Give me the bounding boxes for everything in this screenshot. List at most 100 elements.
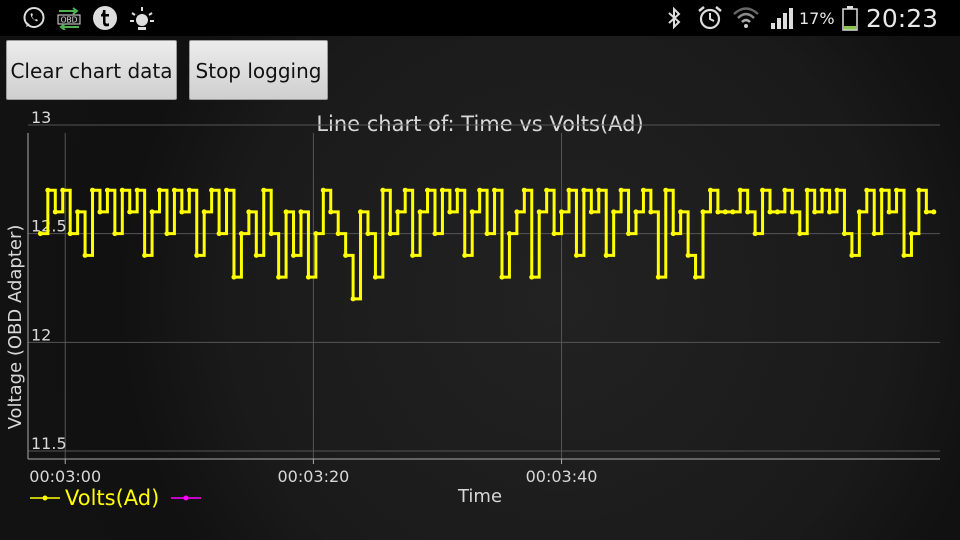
data-point xyxy=(931,209,937,215)
data-point xyxy=(849,252,855,258)
chart-series xyxy=(37,187,937,302)
wifi-icon xyxy=(732,6,760,30)
data-point xyxy=(149,209,155,215)
data-point xyxy=(819,187,825,193)
data-point xyxy=(559,209,565,215)
data-point xyxy=(402,187,408,193)
data-point xyxy=(67,231,73,237)
x-tick-label: 00:03:40 xyxy=(526,467,598,486)
legend-label-volts: Volts(Ad) xyxy=(65,486,159,510)
data-point xyxy=(75,209,81,215)
data-point xyxy=(283,209,289,215)
data-point xyxy=(923,209,929,215)
data-point xyxy=(60,187,66,193)
data-point xyxy=(157,187,163,193)
data-point xyxy=(97,209,103,215)
data-point xyxy=(37,231,43,237)
data-point xyxy=(447,209,453,215)
clear-chart-data-button[interactable]: Clear chart data xyxy=(6,40,177,100)
legend-marker-series-2 xyxy=(183,495,189,501)
data-point xyxy=(834,187,840,193)
stop-logging-button[interactable]: Stop logging xyxy=(189,40,328,100)
data-point xyxy=(752,231,758,237)
data-point xyxy=(425,187,431,193)
data-point xyxy=(626,231,632,237)
data-point xyxy=(894,187,900,193)
data-point xyxy=(462,252,468,258)
data-point xyxy=(439,187,445,193)
data-point xyxy=(767,209,773,215)
signal-icon xyxy=(768,6,796,30)
data-point xyxy=(224,187,230,193)
data-point xyxy=(655,274,661,280)
data-point xyxy=(715,209,721,215)
data-point xyxy=(104,187,110,193)
data-point xyxy=(246,209,252,215)
data-point xyxy=(142,252,148,258)
data-point xyxy=(291,252,297,258)
data-point xyxy=(544,187,550,193)
data-point xyxy=(276,274,282,280)
data-point xyxy=(618,187,624,193)
data-point xyxy=(596,187,602,193)
data-point xyxy=(514,209,520,215)
data-point xyxy=(186,187,192,193)
data-point xyxy=(611,209,617,215)
data-point xyxy=(261,187,267,193)
data-point xyxy=(737,187,743,193)
data-point xyxy=(871,231,877,237)
data-point xyxy=(209,187,215,193)
battery-icon xyxy=(840,6,860,31)
chart-axes xyxy=(27,133,940,464)
data-point xyxy=(648,209,654,215)
data-point xyxy=(700,209,706,215)
data-point xyxy=(395,209,401,215)
data-point xyxy=(693,274,699,280)
whatsapp-icon xyxy=(22,6,46,30)
data-point xyxy=(812,209,818,215)
chart-grid xyxy=(28,124,940,459)
chart-legend: Volts(Ad) xyxy=(30,486,201,510)
data-point xyxy=(432,231,438,237)
series-line-volts xyxy=(40,188,934,301)
data-point xyxy=(171,187,177,193)
data-point xyxy=(521,187,527,193)
x-tick-label: 00:03:20 xyxy=(277,467,349,486)
data-point xyxy=(588,209,594,215)
data-point xyxy=(320,187,326,193)
status-bar: OBD 17% 20:23 xyxy=(0,0,960,36)
data-point xyxy=(581,187,587,193)
data-point xyxy=(707,187,713,193)
x-tick-label: 00:03:00 xyxy=(29,467,101,486)
data-point xyxy=(678,209,684,215)
data-point xyxy=(685,252,691,258)
data-point xyxy=(492,187,498,193)
data-point xyxy=(231,274,237,280)
data-point xyxy=(238,231,244,237)
data-point xyxy=(328,209,334,215)
y-tick-label: 12 xyxy=(31,325,51,344)
data-point xyxy=(506,231,512,237)
data-point xyxy=(886,209,892,215)
data-point xyxy=(499,274,505,280)
battery-percent: 17% xyxy=(799,9,835,28)
data-point xyxy=(387,231,393,237)
data-point xyxy=(216,231,222,237)
y-tick-label: 11.5 xyxy=(31,434,67,453)
bluetooth-icon xyxy=(664,6,684,30)
data-point xyxy=(372,274,378,280)
data-point xyxy=(536,209,542,215)
data-point xyxy=(134,187,140,193)
data-point xyxy=(119,187,125,193)
y-tick-label: 13 xyxy=(31,108,51,127)
data-point xyxy=(417,209,423,215)
data-point xyxy=(722,209,728,215)
data-point xyxy=(365,231,371,237)
chart-title: Line chart of: Time vs Volts(Ad) xyxy=(316,112,644,136)
data-point xyxy=(350,296,356,302)
data-point xyxy=(603,252,609,258)
data-point xyxy=(745,209,751,215)
data-point xyxy=(305,274,311,280)
